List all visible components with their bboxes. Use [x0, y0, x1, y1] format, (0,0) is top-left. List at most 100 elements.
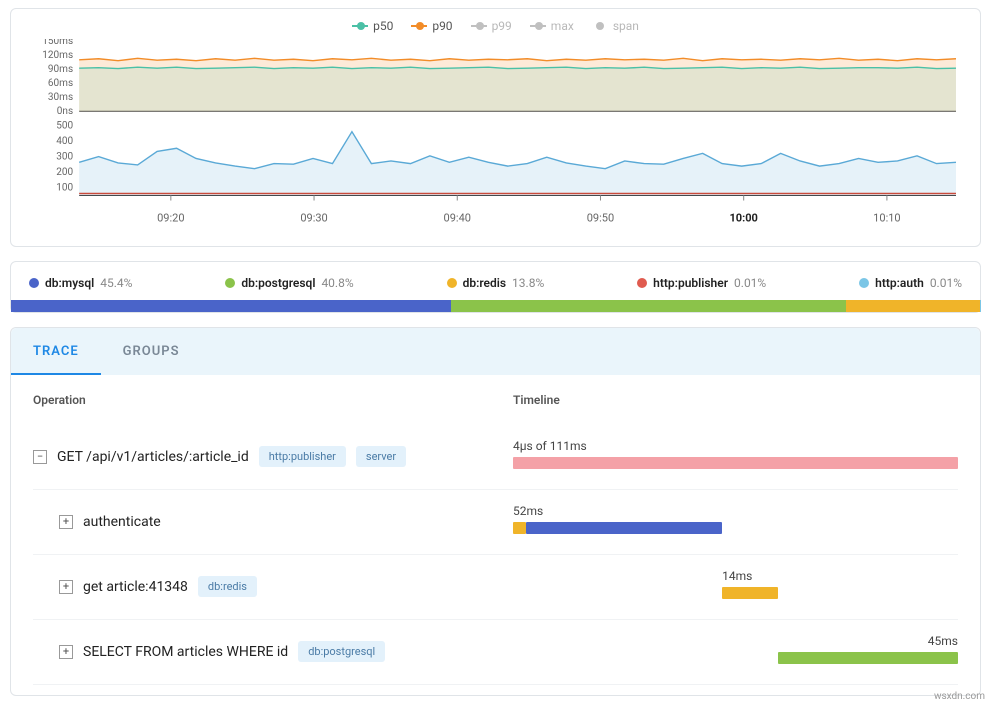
breakdown-segment-0[interactable]	[11, 300, 451, 312]
breakdown-item-3[interactable]: http:publisher 0.01%	[637, 276, 766, 290]
svg-text:120ms: 120ms	[42, 50, 73, 61]
chart-area[interactable]: 150ms120ms90ms60ms30ms0ns500400300200100…	[29, 39, 962, 240]
collapse-icon[interactable]: −	[33, 450, 47, 464]
tab-bar: TRACE GROUPS	[11, 328, 980, 375]
breakdown-label: http:publisher	[653, 276, 728, 290]
legend-span[interactable]: span	[592, 19, 639, 33]
chart-legend: p50 p90 p99 max span	[29, 19, 962, 33]
legend-label-max: max	[551, 19, 574, 33]
legend-mark-p50	[352, 25, 368, 27]
breakdown-pct: 40.8%	[321, 276, 353, 290]
svg-text:500: 500	[56, 120, 73, 131]
legend-mark-max	[530, 25, 546, 27]
svg-text:400: 400	[56, 136, 73, 147]
trace-body: Operation Timeline −GET /api/v1/articles…	[11, 375, 980, 695]
timeline-bar[interactable]	[513, 457, 958, 469]
operation-name[interactable]: GET /api/v1/articles/:article_id	[57, 449, 249, 465]
legend-label-p90: p90	[432, 19, 452, 33]
operation-cell: + SELECT FROM articles WHERE id db:postgre…	[33, 641, 503, 662]
trace-card: TRACE GROUPS Operation Timeline −GET /ap…	[10, 327, 981, 696]
svg-text:150ms: 150ms	[42, 39, 73, 47]
breakdown-dot-icon	[225, 278, 235, 288]
breakdown-label: db:redis	[463, 276, 506, 290]
svg-text:09:20: 09:20	[157, 212, 184, 225]
tab-trace[interactable]: TRACE	[11, 328, 101, 375]
legend-mark-p90	[411, 25, 427, 27]
breakdown-pct: 45.4%	[100, 276, 132, 290]
trace-row: −GET /api/v1/articles/:article_id http:pu…	[33, 425, 958, 490]
operation-tag[interactable]: db:postgresql	[298, 641, 385, 662]
operation-tag[interactable]: server	[356, 446, 406, 467]
timeline-bar[interactable]	[778, 652, 958, 664]
timeline-cell: 4μs of 111ms	[513, 439, 958, 475]
svg-text:300: 300	[56, 151, 73, 162]
svg-text:09:30: 09:30	[300, 212, 327, 225]
breakdown-dot-icon	[859, 278, 869, 288]
latency-chart-card: p50 p90 p99 max span 150ms 120ms 90ms 60ms 3…	[10, 8, 981, 247]
legend-mark-span	[592, 25, 608, 27]
breakdown-label: http:auth	[875, 276, 924, 290]
breakdown-dot-icon	[637, 278, 647, 288]
svg-text:10:00: 10:00	[729, 212, 757, 225]
legend-p90[interactable]: p90	[411, 19, 452, 33]
legend-p99[interactable]: p99	[471, 19, 512, 33]
trace-row: + authenticate 52ms	[33, 490, 958, 555]
svg-text:100: 100	[56, 182, 73, 193]
breakdown-label: db:postgresql	[241, 276, 315, 290]
trace-row: + SELECT FROM articles WHERE id db:postgre…	[33, 620, 958, 685]
timeline-bar[interactable]	[722, 587, 778, 599]
operation-cell: + get article:41348 db:redis	[33, 576, 503, 597]
operation-name[interactable]: get article:41348	[83, 579, 188, 595]
breakdown-dot-icon	[447, 278, 457, 288]
legend-label-p99: p99	[492, 19, 512, 33]
timeline-label: 4μs of 111ms	[513, 439, 587, 453]
breakdown-label: db:mysql	[45, 276, 94, 290]
trace-row: + get article:41348 db:redis 14ms	[33, 555, 958, 620]
operation-tag[interactable]: db:redis	[198, 576, 257, 597]
tab-groups[interactable]: GROUPS	[101, 328, 202, 375]
trace-rows-container: −GET /api/v1/articles/:article_id http:pu…	[33, 425, 958, 685]
timeline-cell: 45ms	[513, 634, 958, 670]
svg-text:0ns: 0ns	[57, 106, 73, 117]
breakdown-item-0[interactable]: db:mysql 45.4%	[29, 276, 132, 290]
watermark: wsxdn.com	[934, 691, 985, 702]
breakdown-legend: db:mysql 45.4% db:postgresql 40.8% db:redis1…	[29, 276, 962, 290]
trace-columns-header: Operation Timeline	[33, 393, 958, 407]
breakdown-item-4[interactable]: http:auth 0.01%	[859, 276, 962, 290]
svg-text:60ms: 60ms	[48, 78, 73, 89]
svg-text:09:50: 09:50	[587, 212, 614, 225]
timeline-label: 52ms	[513, 504, 543, 518]
breakdown-segment-2[interactable]	[846, 300, 980, 312]
latency-chart-svg: 150ms120ms90ms60ms30ms0ns500400300200100…	[29, 39, 962, 240]
timeline-bar[interactable]	[513, 522, 526, 534]
operation-name[interactable]: SELECT FROM articles WHERE id	[83, 644, 288, 660]
timeline-cell: 14ms	[513, 569, 958, 605]
timeline-cell: 52ms	[513, 504, 958, 540]
timeline-label: 14ms	[722, 569, 752, 583]
svg-text:200: 200	[56, 167, 73, 178]
expand-icon[interactable]: +	[59, 645, 73, 659]
breakdown-stacked-bar[interactable]	[11, 300, 980, 312]
operation-name[interactable]: authenticate	[83, 514, 161, 530]
legend-label-p50: p50	[373, 19, 393, 33]
legend-max[interactable]: max	[530, 19, 574, 33]
timeline-bar[interactable]	[526, 522, 722, 534]
legend-mark-p99	[471, 25, 487, 27]
breakdown-segment-1[interactable]	[451, 300, 846, 312]
breakdown-pct: 0.01%	[930, 276, 962, 290]
svg-text:10:10: 10:10	[873, 212, 900, 225]
operation-tag[interactable]: http:publisher	[259, 446, 346, 467]
operation-cell: + authenticate	[33, 514, 503, 530]
expand-icon[interactable]: +	[59, 515, 73, 529]
legend-p50[interactable]: p50	[352, 19, 393, 33]
operation-cell: −GET /api/v1/articles/:article_id http:pu…	[33, 446, 503, 467]
breakdown-pct: 0.01%	[734, 276, 766, 290]
breakdown-card: db:mysql 45.4% db:postgresql 40.8% db:redis1…	[10, 261, 981, 313]
breakdown-dot-icon	[29, 278, 39, 288]
breakdown-item-1[interactable]: db:postgresql 40.8%	[225, 276, 353, 290]
expand-icon[interactable]: +	[59, 580, 73, 594]
col-operation: Operation	[33, 393, 503, 407]
breakdown-item-2[interactable]: db:redis13.8%	[447, 276, 545, 290]
svg-text:90ms: 90ms	[48, 64, 73, 75]
legend-label-span: span	[613, 19, 639, 33]
